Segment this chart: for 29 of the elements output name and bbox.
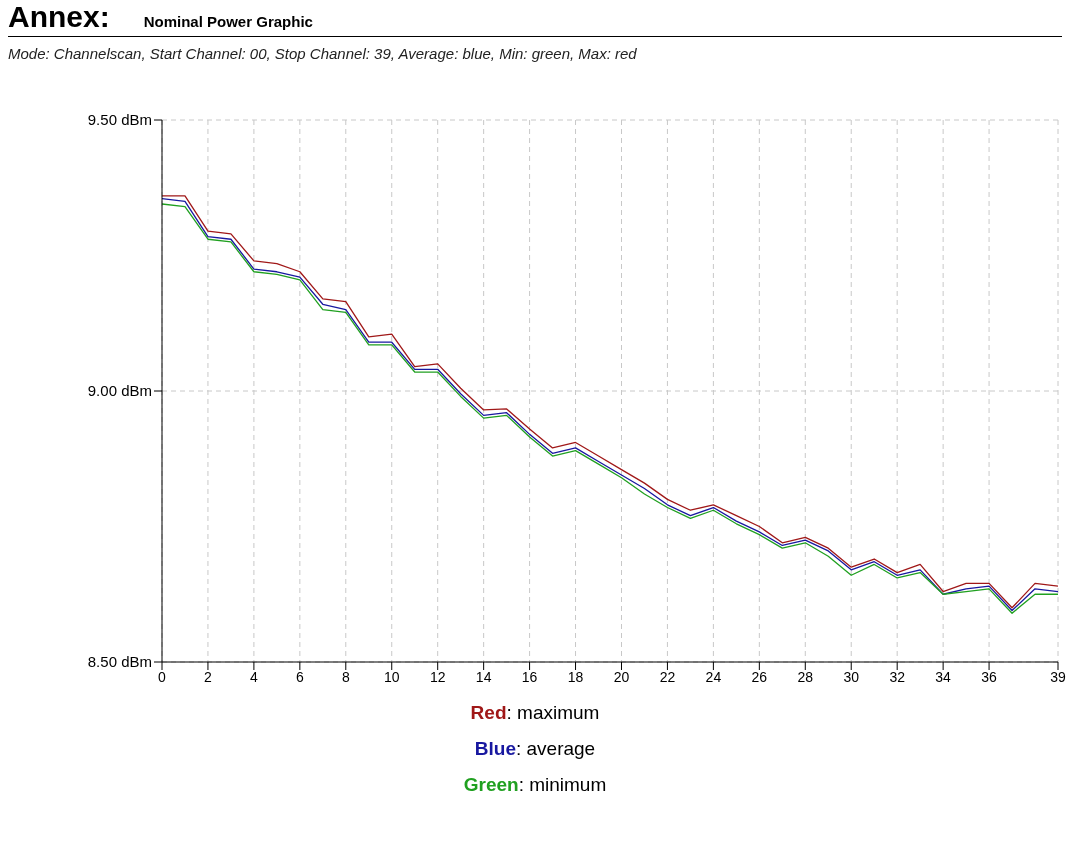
x-tick-label: 16: [521, 668, 538, 685]
x-tick-label: 8: [341, 668, 350, 685]
x-tick-label: 26: [751, 668, 768, 685]
y-tick-label: 9.00 dBm: [87, 382, 152, 400]
x-tick-label: 36: [981, 668, 998, 685]
x-tick-label: 6: [295, 668, 304, 685]
x-tick-label: 10: [383, 668, 400, 685]
x-tick-label: 14: [475, 668, 492, 685]
x-tick-label: 32: [889, 668, 906, 685]
text: Mode: Channelscan, Start Channel: 00, Stop Channel: 39, Average: blue, Min: green, Max: red: [8, 45, 638, 62]
text: Blue: average: [474, 738, 596, 759]
x-tick-label: 18: [567, 668, 584, 685]
y-tick-label: 9.50 dBm: [87, 111, 152, 129]
x-tick-label: 20: [613, 668, 630, 685]
y-tick-label: 8.50 dBm: [87, 653, 152, 671]
x-tick-label: 4: [250, 668, 258, 685]
x-tick-label: 34: [935, 668, 952, 685]
chart-title: Annex:: [8, 0, 110, 34]
x-tick-label: 12: [429, 668, 446, 685]
text: Green: minimum: [463, 774, 607, 795]
x-tick-label: 28: [797, 668, 814, 685]
text: Red: maximum: [470, 702, 600, 723]
x-tick-label: 2: [204, 668, 213, 685]
x-tick-label: 22: [659, 668, 676, 685]
chart-subtitle: Nominal Power Graphic: [143, 13, 313, 30]
x-tick-label: 0: [158, 668, 167, 685]
x-tick-label: 24: [705, 668, 722, 685]
x-tick-label: 30: [843, 668, 860, 685]
x-tick-label: 39: [1050, 668, 1066, 685]
